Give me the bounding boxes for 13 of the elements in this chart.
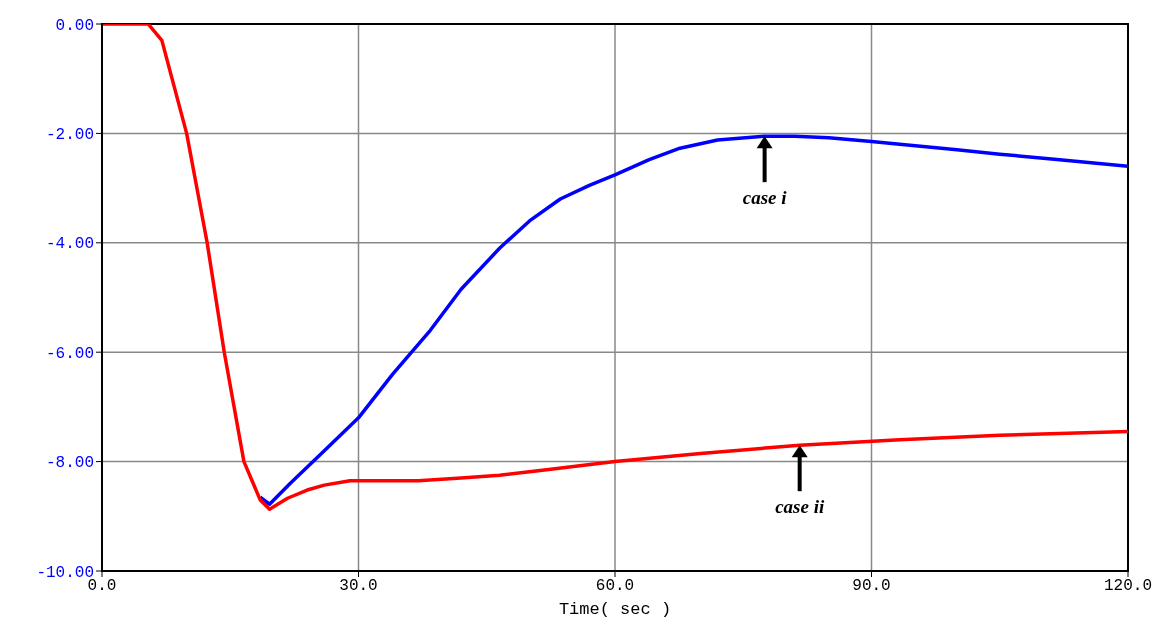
x-tick-label: 120.0 [1103, 577, 1153, 596]
line-series [102, 24, 1128, 511]
y-tick-label: -4.00 [45, 235, 94, 254]
annotation: case i [742, 187, 788, 209]
y-tick-label: -6.00 [45, 344, 94, 363]
x-tick-label: 60.0 [595, 577, 635, 596]
annotation: case ii [775, 496, 825, 518]
y-tick-label: 0.00 [55, 16, 94, 35]
y-tick-label: -8.00 [45, 454, 94, 473]
x-tick-label: 30.0 [339, 577, 378, 596]
x-tick-label: 90.0 [852, 577, 891, 596]
x-axis-title: Time( sec ) [558, 600, 672, 619]
y-tick-label: -2.00 [45, 126, 94, 145]
